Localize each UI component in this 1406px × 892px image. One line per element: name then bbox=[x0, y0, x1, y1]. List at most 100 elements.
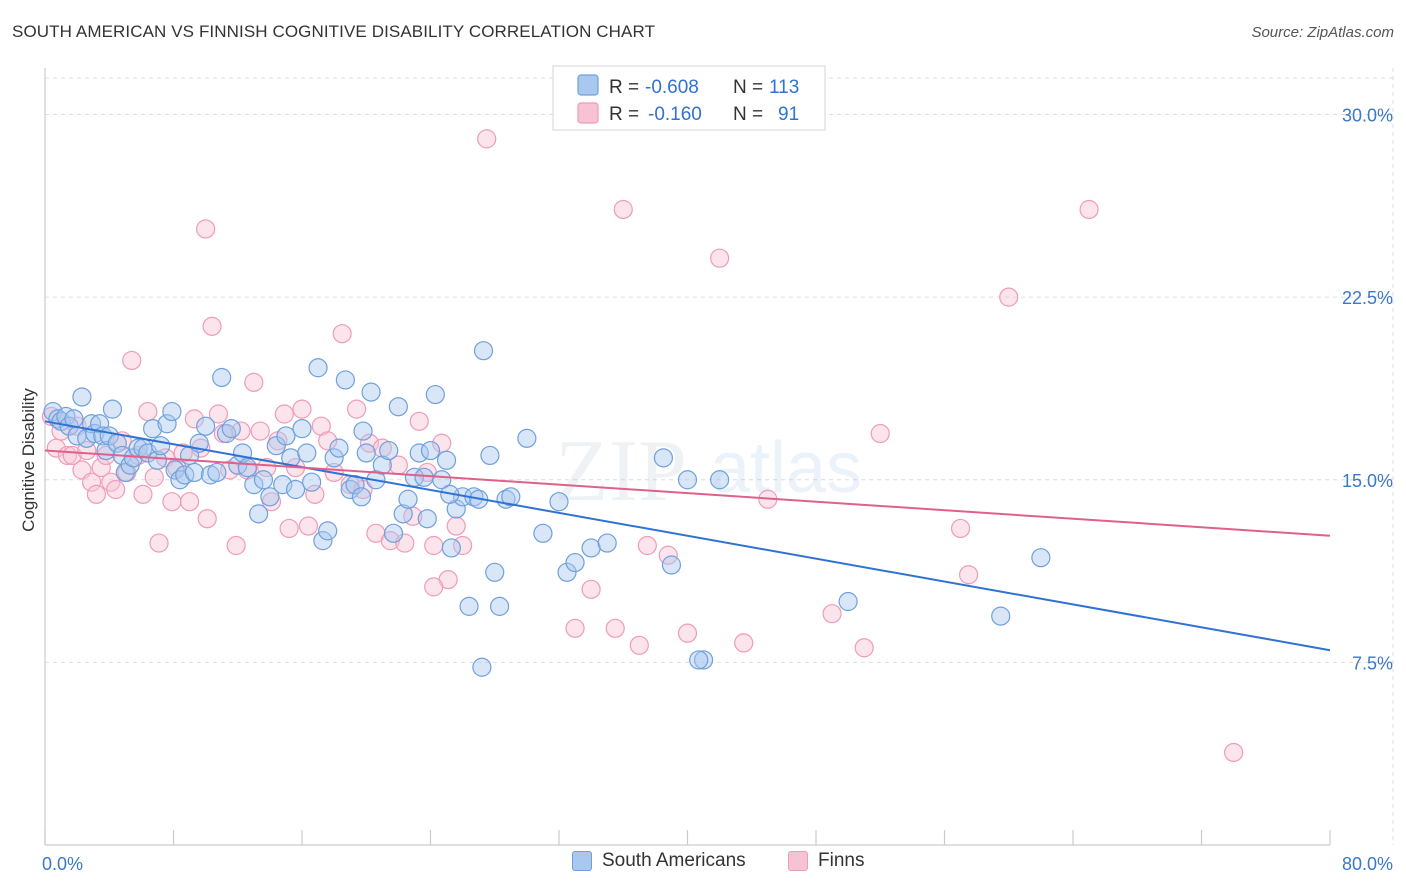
south-american-point bbox=[356, 443, 376, 463]
finn-point bbox=[202, 316, 222, 336]
legend-item-south-americans[interactable]: South Americans bbox=[572, 850, 746, 872]
finn-point bbox=[106, 479, 126, 500]
south-american-point bbox=[388, 397, 408, 417]
x-tick-label-end: 80.0% bbox=[1342, 854, 1393, 874]
finn-point bbox=[184, 409, 204, 429]
finn-point bbox=[950, 518, 971, 539]
south-american-point bbox=[318, 521, 338, 541]
south-american-point bbox=[693, 650, 714, 670]
legend-blue-r-label: R = bbox=[609, 77, 639, 98]
finn-point bbox=[196, 219, 216, 239]
finn-point bbox=[581, 579, 601, 599]
finn-point bbox=[133, 484, 153, 504]
south-american-point bbox=[533, 523, 553, 543]
finn-point bbox=[179, 492, 200, 512]
finn-point bbox=[347, 399, 367, 419]
south-american-point bbox=[485, 562, 505, 582]
finn-point bbox=[162, 492, 182, 512]
finn-point bbox=[197, 509, 217, 529]
south-american-point bbox=[266, 436, 286, 456]
finn-point bbox=[144, 467, 164, 487]
south-american-point bbox=[489, 596, 510, 616]
finn-point bbox=[1079, 199, 1099, 220]
y-tick-label: 7.5% bbox=[1352, 653, 1393, 673]
south-american-point bbox=[661, 555, 682, 575]
south-american-point bbox=[361, 382, 381, 402]
south-american-point bbox=[473, 341, 494, 361]
south-american-point bbox=[151, 436, 171, 456]
finn-point bbox=[629, 635, 649, 655]
south-american-point bbox=[398, 489, 418, 509]
south-american-point bbox=[276, 426, 296, 446]
south-american-point bbox=[353, 421, 373, 441]
south-american-point bbox=[184, 462, 204, 483]
finn-point bbox=[958, 565, 979, 585]
finn-point bbox=[565, 618, 585, 638]
south-american-point bbox=[557, 562, 577, 582]
finn-point bbox=[208, 404, 229, 424]
south-american-point bbox=[273, 475, 293, 495]
y-tick-label: 30.0% bbox=[1342, 106, 1393, 126]
south-american-point bbox=[308, 358, 328, 378]
south-american-point bbox=[409, 443, 429, 463]
south-american-point bbox=[249, 504, 269, 524]
finn-point bbox=[1224, 742, 1244, 763]
finn-point bbox=[409, 411, 429, 431]
south-american-point bbox=[207, 462, 227, 483]
south-american-point bbox=[432, 470, 452, 490]
south-american-point bbox=[165, 460, 185, 480]
south-american-point bbox=[677, 470, 698, 490]
south-american-point bbox=[292, 419, 312, 439]
finn-point bbox=[822, 604, 842, 624]
south-american-points bbox=[43, 341, 1051, 677]
legend-blue-swatch bbox=[577, 74, 599, 96]
south-american-point bbox=[335, 370, 355, 390]
south-american-point bbox=[1031, 548, 1051, 568]
watermark: ZIP atlas bbox=[555, 423, 862, 520]
finns-trend-line bbox=[44, 449, 1331, 537]
south-american-point bbox=[501, 487, 521, 507]
south-american-point bbox=[162, 401, 182, 422]
south-american-point bbox=[414, 467, 434, 487]
legend-finns-label: Finns bbox=[818, 850, 865, 871]
south-american-point bbox=[549, 492, 569, 512]
south-american-point bbox=[253, 470, 274, 490]
legend-pink-r-value: -0.160 bbox=[648, 104, 702, 125]
south-american-point bbox=[417, 509, 437, 529]
south-american-point bbox=[313, 531, 333, 551]
y-tick-label: 22.5% bbox=[1342, 288, 1393, 308]
finn-point bbox=[677, 623, 698, 643]
south-american-point bbox=[260, 487, 280, 507]
south-american-point bbox=[425, 384, 445, 405]
south-american-point bbox=[838, 591, 858, 612]
south-american-point bbox=[517, 428, 537, 448]
south-american-point bbox=[472, 657, 492, 677]
finn-point bbox=[250, 421, 270, 441]
finn-point bbox=[637, 535, 657, 556]
finn-point bbox=[446, 516, 466, 536]
finn-point bbox=[244, 372, 264, 392]
finn-point bbox=[870, 423, 890, 444]
y-tick-label: 15.0% bbox=[1342, 471, 1393, 491]
chart-source: Source: ZipAtlas.com bbox=[1251, 24, 1394, 41]
finn-point bbox=[138, 401, 158, 422]
south-american-point bbox=[212, 367, 232, 388]
legend-item-finns[interactable]: Finns bbox=[788, 850, 864, 872]
legend-blue-n-label: N = bbox=[733, 77, 763, 98]
south-american-point bbox=[689, 650, 709, 670]
south-american-point bbox=[379, 440, 399, 461]
finn-point bbox=[424, 577, 444, 597]
south-american-point bbox=[459, 596, 479, 616]
trend-layer bbox=[44, 420, 1331, 652]
watermark-atlas: atlas bbox=[710, 428, 862, 508]
finn-point bbox=[81, 472, 102, 492]
finn-point bbox=[149, 533, 169, 553]
south-american-point bbox=[991, 606, 1011, 626]
south-american-point bbox=[383, 523, 404, 543]
legend-finns-swatch bbox=[788, 851, 808, 871]
finn-point bbox=[279, 518, 299, 539]
finn-point bbox=[477, 129, 497, 149]
south-american-point bbox=[221, 419, 241, 439]
y-axis-label: Cognitive Disability bbox=[19, 388, 38, 532]
finn-point bbox=[613, 199, 633, 220]
